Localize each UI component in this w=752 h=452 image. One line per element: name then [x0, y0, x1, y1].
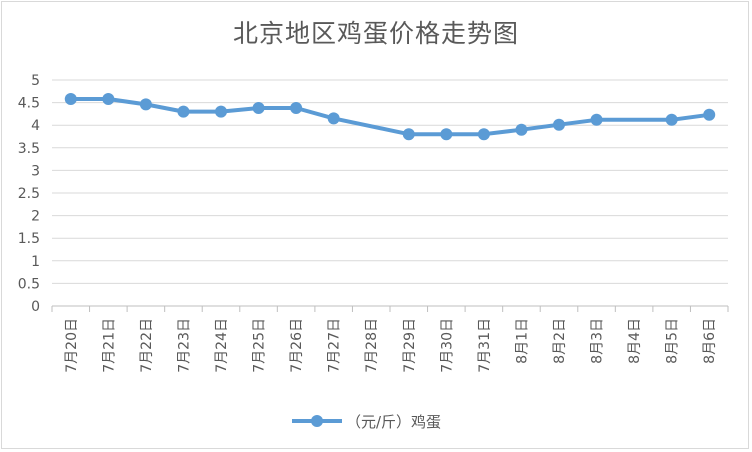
- data-point: [215, 105, 227, 118]
- y-tick-label: 2: [31, 209, 40, 225]
- x-axis: 7月20日 7月21日 7月22日 7月23日 7月24日 7月25日 7月26日 7月27日…: [51, 306, 729, 373]
- data-point: [703, 108, 716, 121]
- x-tick-label: 7月24日: [214, 318, 230, 373]
- x-tick-label: 7月23日: [176, 318, 192, 373]
- data-point: [665, 113, 678, 126]
- data-point: [402, 128, 415, 141]
- data-point: [290, 102, 303, 115]
- x-tick-label: 7月29日: [402, 318, 418, 373]
- data-point: [252, 102, 265, 115]
- y-tick-label: 0: [31, 299, 40, 315]
- y-tick-label: 1.5: [18, 231, 40, 247]
- x-tick-label: 8月5日: [665, 318, 681, 364]
- chart-title: 北京地区鸡蛋价格走势图: [232, 19, 519, 48]
- y-tick-label: 5: [31, 73, 40, 89]
- y-tick-label: 1: [31, 254, 40, 270]
- data-point: [515, 123, 528, 136]
- x-tick-label: 7月27日: [327, 318, 343, 373]
- x-tick-label: 8月1日: [514, 318, 530, 364]
- data-point: [139, 98, 152, 111]
- x-tick-label: 8月4日: [627, 318, 643, 364]
- data-point: [553, 118, 565, 131]
- x-tick-label: 7月30日: [439, 318, 455, 373]
- data-point: [440, 128, 453, 141]
- y-tick-label: 0.5: [18, 276, 40, 292]
- data-point: [477, 128, 490, 141]
- y-tick-label: 3.5: [18, 141, 40, 157]
- x-tick-label: 7月26日: [289, 318, 305, 373]
- data-point: [327, 112, 340, 125]
- gridlines: [52, 79, 728, 307]
- x-tick-label: 8月3日: [590, 318, 606, 364]
- y-tick-label: 4: [31, 118, 40, 134]
- x-tick-label: 7月22日: [139, 318, 155, 373]
- x-tick-label: 7月20日: [64, 318, 80, 373]
- x-tick-label: 7月25日: [252, 318, 268, 373]
- x-tick-label: 7月21日: [101, 318, 117, 373]
- y-tick-label: 2.5: [18, 186, 40, 202]
- data-point: [590, 113, 603, 126]
- legend-marker: [311, 415, 323, 427]
- data-point: [177, 105, 190, 118]
- y-tick-label: 4.5: [18, 96, 40, 112]
- x-tick-label: 8月6日: [702, 318, 718, 364]
- y-axis: 0 0.5 1 1.5 2 2.5 3 3.5 4 4.5 5: [18, 73, 40, 315]
- series-line: [68, 97, 712, 137]
- y-tick-label: 3: [31, 163, 40, 179]
- data-point: [102, 92, 115, 105]
- legend: （元/斤）鸡蛋: [292, 413, 441, 431]
- series-layer: [64, 92, 716, 141]
- x-tick-label: 7月28日: [364, 318, 380, 373]
- legend-label: （元/斤）鸡蛋: [346, 413, 441, 431]
- x-tick-label: 8月2日: [552, 318, 568, 364]
- data-point: [64, 92, 77, 105]
- x-tick-label: 7月31日: [477, 318, 493, 373]
